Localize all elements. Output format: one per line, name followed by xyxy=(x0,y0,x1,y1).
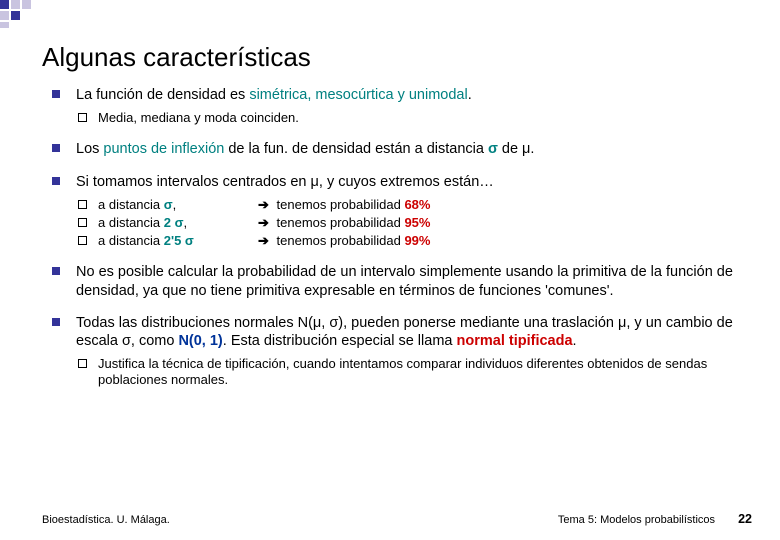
bullet-3: Si tomamos intervalos centrados en μ, y … xyxy=(52,173,752,250)
b1-post: . xyxy=(468,87,472,103)
footer-left: Bioestadística. U. Málaga. xyxy=(42,514,170,526)
footer-topic: Tema 5: Modelos probabilísticos xyxy=(558,514,715,526)
b1-highlight: simétrica, mesocúrtica y unimodal xyxy=(249,87,467,103)
b2-t3: de μ. xyxy=(498,141,535,157)
bullet-2: Los puntos de inflexión de la fun. de de… xyxy=(52,140,752,158)
page-title: Algunas características xyxy=(42,42,311,73)
deco-square xyxy=(0,22,9,28)
b1-sub1: Media, mediana y moda coinciden. xyxy=(76,110,752,126)
bullet-4: No es posible calcular la probabilidad d… xyxy=(52,263,752,299)
b3-row: a distancia σ,➔ tenemos probabilidad 68% xyxy=(76,197,752,213)
footer: Bioestadística. U. Málaga. Tema 5: Model… xyxy=(42,512,752,526)
deco-square xyxy=(22,0,31,9)
deco-square xyxy=(22,11,31,20)
b5-t3: . xyxy=(573,333,577,349)
deco-square xyxy=(11,11,20,20)
b2-sigma: σ xyxy=(488,141,498,157)
deco-square xyxy=(0,0,9,9)
b3-row-left: a distancia 2'5 σ xyxy=(98,233,258,249)
b3-row-right: ➔ tenemos probabilidad 95% xyxy=(258,215,430,231)
b1-pre: La función de densidad es xyxy=(76,87,249,103)
deco-square xyxy=(0,11,9,20)
b2-hl: puntos de inflexión xyxy=(103,141,224,157)
page-number: 22 xyxy=(738,512,752,526)
deco-square xyxy=(11,0,20,9)
b2-t1: Los xyxy=(76,141,103,157)
b2-t2: de la fun. de densidad están a distancia xyxy=(224,141,488,157)
b3-row-left: a distancia σ, xyxy=(98,197,258,213)
b3-row: a distancia 2'5 σ➔ tenemos probabilidad … xyxy=(76,233,752,249)
b5-nt: normal tipificada xyxy=(457,333,573,349)
b5-n01: N(0, 1) xyxy=(178,333,222,349)
b5-t2: . Esta distribución especial se llama xyxy=(223,333,457,349)
b3-row-left: a distancia 2 σ, xyxy=(98,215,258,231)
b3-row: a distancia 2 σ,➔ tenemos probabilidad 9… xyxy=(76,215,752,231)
b5-sub: Justifica la técnica de tipificación, cu… xyxy=(76,356,752,389)
bullet-1: La función de densidad es simétrica, mes… xyxy=(52,86,752,126)
b3-text: Si tomamos intervalos centrados en μ, y … xyxy=(76,174,494,190)
footer-right: Tema 5: Modelos probabilísticos 22 xyxy=(558,512,752,526)
corner-decoration xyxy=(0,0,38,28)
bullet-5: Todas las distribuciones normales N(μ, σ… xyxy=(52,314,752,389)
b3-rows: a distancia σ,➔ tenemos probabilidad 68%… xyxy=(76,197,752,250)
slide-content: La función de densidad es simétrica, mes… xyxy=(52,86,752,402)
b3-row-right: ➔ tenemos probabilidad 68% xyxy=(258,197,430,213)
b3-row-right: ➔ tenemos probabilidad 99% xyxy=(258,233,430,249)
